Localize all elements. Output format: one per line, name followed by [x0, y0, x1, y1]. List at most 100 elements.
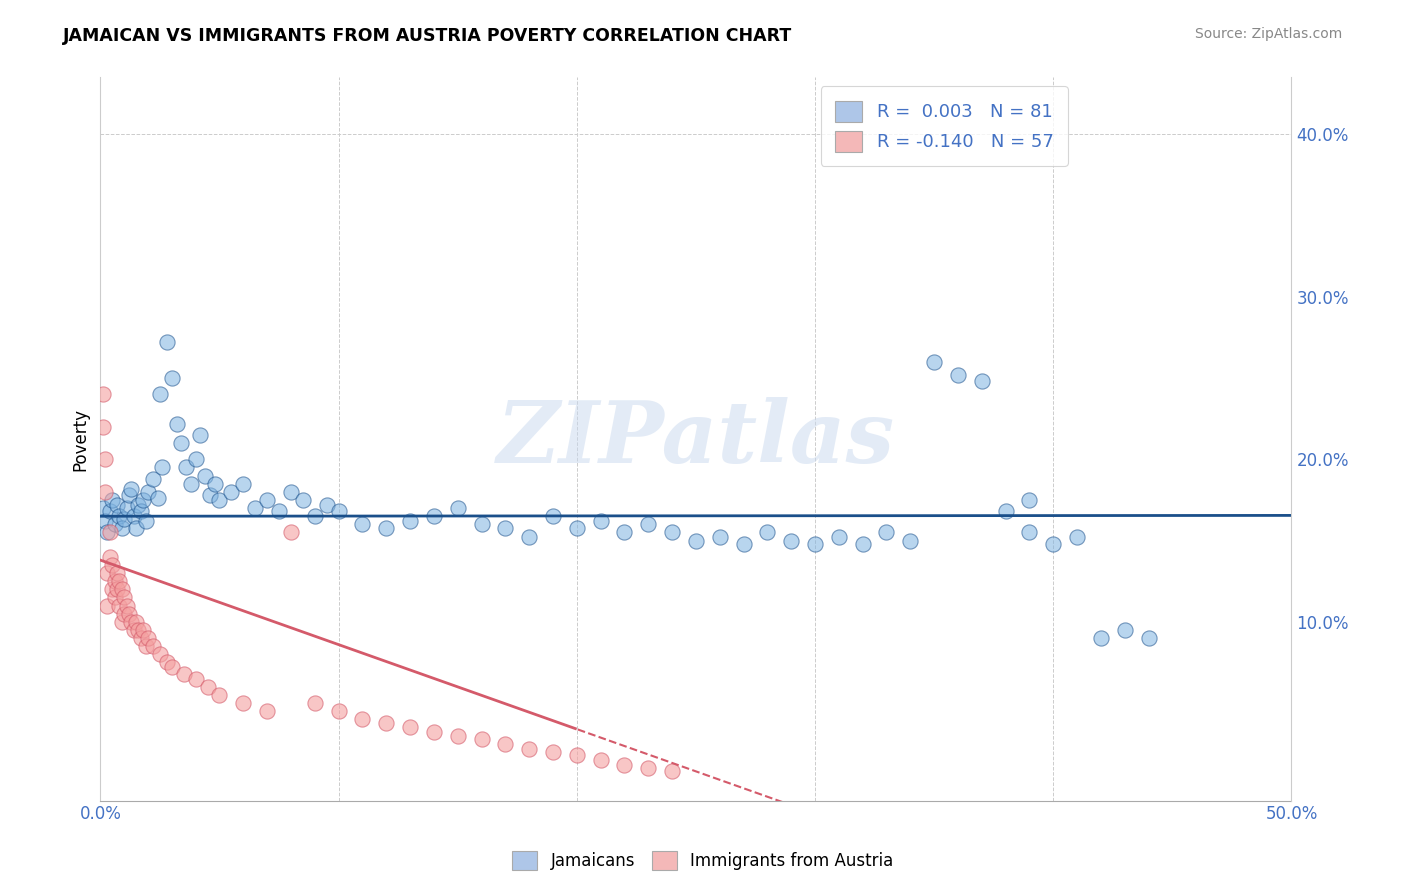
Point — [160, 371, 183, 385]
Point — [304, 509, 326, 524]
Text: Source: ZipAtlas.com: Source: ZipAtlas.com — [1195, 27, 1343, 41]
Point — [291, 493, 314, 508]
Point — [1114, 623, 1136, 637]
Point — [156, 335, 179, 350]
Point — [204, 476, 226, 491]
Point — [399, 514, 422, 528]
Point — [328, 704, 350, 718]
Point — [120, 482, 142, 496]
Point — [852, 537, 875, 551]
Point — [98, 525, 121, 540]
Point — [104, 574, 127, 589]
Point — [111, 582, 134, 597]
Point — [1018, 493, 1040, 508]
Point — [517, 530, 540, 544]
Point — [111, 615, 134, 629]
Text: JAMAICAN VS IMMIGRANTS FROM AUSTRIA POVERTY CORRELATION CHART: JAMAICAN VS IMMIGRANTS FROM AUSTRIA POVE… — [63, 27, 793, 45]
Point — [156, 656, 179, 670]
Point — [375, 520, 398, 534]
Point — [1066, 530, 1088, 544]
Point — [136, 484, 159, 499]
Point — [256, 493, 278, 508]
Point — [180, 476, 202, 491]
Point — [304, 696, 326, 710]
Point — [160, 660, 183, 674]
Point — [118, 488, 141, 502]
Point — [173, 666, 195, 681]
Point — [970, 375, 993, 389]
Point — [1090, 631, 1112, 645]
Point — [245, 501, 267, 516]
Point — [94, 484, 117, 499]
Point — [101, 582, 124, 597]
Point — [135, 639, 157, 653]
Point — [146, 491, 169, 506]
Point — [685, 533, 707, 548]
Point — [470, 731, 492, 746]
Point — [198, 488, 221, 502]
Point — [129, 631, 152, 645]
Point — [221, 484, 243, 499]
Point — [232, 476, 254, 491]
Point — [875, 525, 897, 540]
Point — [589, 514, 612, 528]
Point — [120, 615, 142, 629]
Point — [135, 514, 157, 528]
Point — [149, 387, 172, 401]
Legend: Jamaicans, Immigrants from Austria: Jamaicans, Immigrants from Austria — [506, 844, 900, 877]
Point — [108, 509, 131, 524]
Point — [108, 574, 131, 589]
Point — [898, 533, 921, 548]
Point — [149, 648, 172, 662]
Point — [613, 525, 636, 540]
Point — [517, 741, 540, 756]
Point — [101, 493, 124, 508]
Point — [494, 520, 516, 534]
Point — [232, 696, 254, 710]
Point — [828, 530, 851, 544]
Text: ZIPatlas: ZIPatlas — [496, 397, 896, 481]
Point — [104, 517, 127, 532]
Point — [122, 623, 145, 637]
Point — [375, 715, 398, 730]
Point — [115, 599, 138, 613]
Point — [637, 517, 659, 532]
Point — [565, 748, 588, 763]
Point — [565, 520, 588, 534]
Point — [127, 623, 149, 637]
Point — [132, 493, 155, 508]
Point — [423, 509, 446, 524]
Point — [122, 509, 145, 524]
Point — [112, 607, 135, 621]
Point — [136, 631, 159, 645]
Legend: R =  0.003   N = 81, R = -0.140   N = 57: R = 0.003 N = 81, R = -0.140 N = 57 — [821, 87, 1069, 166]
Point — [423, 725, 446, 739]
Point — [112, 591, 135, 605]
Point — [111, 520, 134, 534]
Point — [1137, 631, 1160, 645]
Point — [494, 737, 516, 751]
Point — [994, 504, 1017, 518]
Point — [142, 472, 165, 486]
Point — [125, 615, 148, 629]
Point — [194, 468, 217, 483]
Point — [613, 757, 636, 772]
Point — [208, 688, 231, 702]
Point — [267, 504, 290, 518]
Point — [127, 498, 149, 512]
Point — [328, 504, 350, 518]
Y-axis label: Poverty: Poverty — [72, 408, 89, 470]
Point — [946, 368, 969, 382]
Point — [447, 729, 470, 743]
Point — [129, 504, 152, 518]
Point — [315, 498, 337, 512]
Point — [1042, 537, 1064, 551]
Point — [280, 525, 302, 540]
Point — [208, 493, 231, 508]
Point — [780, 533, 803, 548]
Point — [142, 639, 165, 653]
Point — [733, 537, 755, 551]
Point — [1018, 525, 1040, 540]
Point — [132, 623, 155, 637]
Point — [399, 721, 422, 735]
